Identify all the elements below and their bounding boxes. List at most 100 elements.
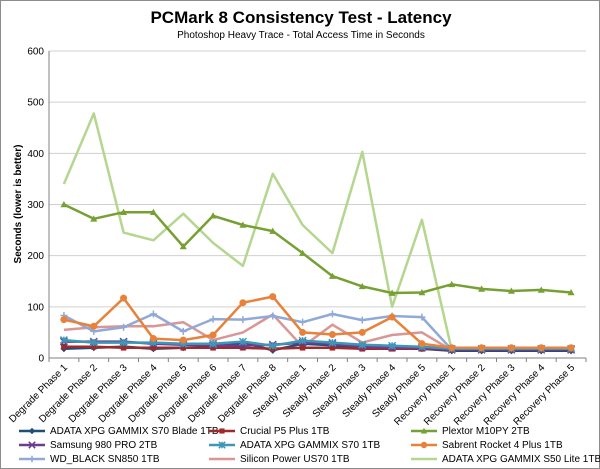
data-point xyxy=(209,339,218,348)
data-point xyxy=(358,340,367,349)
data-point xyxy=(90,322,98,330)
legend-swatch xyxy=(209,428,235,434)
data-point xyxy=(209,212,217,219)
data-point xyxy=(89,338,98,347)
data-point xyxy=(120,323,128,331)
legend-label: ADATA XPG GAMMIX S50 Lite 1TB xyxy=(442,453,600,465)
data-point xyxy=(28,441,36,449)
y-tick-label: 300 xyxy=(27,200,44,211)
data-point xyxy=(388,289,396,296)
data-point xyxy=(448,344,456,352)
data-point xyxy=(269,227,277,234)
data-point xyxy=(179,327,187,335)
legend-item: Sabrent Rocket 4 Plus 1TB xyxy=(411,439,563,451)
legend-item: ADATA XPG GAMMIX S70 1TB xyxy=(209,439,380,451)
chart-title: PCMark 8 Consistency Test - Latency xyxy=(150,8,452,27)
data-point xyxy=(537,344,545,352)
legend-item: Silicon Power US70 1TB xyxy=(209,453,350,465)
data-point xyxy=(179,336,187,344)
data-point xyxy=(358,328,366,336)
legend-item: Samsung 980 PRO 2TB xyxy=(19,439,157,451)
legend-item: ADATA XPG GAMMIX S70 Blade 1TB xyxy=(19,425,219,437)
data-point xyxy=(239,299,247,307)
data-point xyxy=(358,282,366,290)
data-point xyxy=(328,272,336,279)
data-point xyxy=(150,344,157,351)
legend-swatch xyxy=(411,441,437,449)
data-point xyxy=(179,242,187,250)
data-point xyxy=(328,338,337,347)
data-point xyxy=(478,285,486,292)
chart-subtitle: Photoshop Heavy Trace - Total Access Tim… xyxy=(177,30,425,41)
series-8 xyxy=(62,112,572,352)
legend-item: ADATA XPG GAMMIX S50 Lite 1TB xyxy=(411,453,600,465)
data-point xyxy=(28,455,36,463)
legend-swatch xyxy=(411,457,437,461)
data-point xyxy=(537,286,545,293)
legend-swatch xyxy=(209,441,235,449)
data-point xyxy=(418,289,426,296)
y-tick-labels: 0 100 200 300 400 500 600 xyxy=(27,47,44,365)
data-point xyxy=(507,344,515,352)
data-point xyxy=(328,310,336,318)
data-point xyxy=(90,343,97,350)
y-tick-label: 100 xyxy=(27,302,44,313)
data-point xyxy=(359,345,366,352)
data-point xyxy=(299,328,307,336)
legend-label: Plextor M10PY 2TB xyxy=(442,425,530,437)
data-point xyxy=(239,221,247,228)
data-point xyxy=(418,313,426,321)
data-point xyxy=(209,331,217,339)
data-point xyxy=(420,427,428,434)
axes xyxy=(48,51,587,362)
data-point xyxy=(298,336,307,345)
data-point xyxy=(299,344,306,351)
data-point xyxy=(388,313,396,321)
data-point xyxy=(60,201,68,208)
legend-label: Crucial P5 Plus 1TB xyxy=(240,425,330,437)
data-point xyxy=(328,330,336,338)
x-tick-label: Steady Phase 5 xyxy=(370,362,428,420)
gridlines xyxy=(49,50,586,308)
data-point xyxy=(567,344,575,352)
x-tick-label: Steady Phase 4 xyxy=(340,362,398,420)
y-tick-label: 200 xyxy=(27,251,44,262)
data-point xyxy=(268,341,277,350)
legend-label: Silicon Power US70 1TB xyxy=(240,453,350,465)
legend-swatch xyxy=(209,457,235,461)
data-point xyxy=(299,318,307,326)
y-tick-label: 600 xyxy=(27,47,44,58)
data-point xyxy=(120,294,128,302)
data-point xyxy=(420,441,428,449)
data-point xyxy=(149,310,157,318)
data-point xyxy=(149,208,157,215)
data-point xyxy=(448,280,456,288)
data-point xyxy=(240,344,246,351)
legend-swatch xyxy=(19,455,45,463)
data-point xyxy=(180,344,187,351)
data-point xyxy=(238,337,247,346)
legend-swatch xyxy=(19,427,45,435)
legend-swatch xyxy=(19,441,45,449)
data-point xyxy=(120,344,127,351)
data-point xyxy=(329,344,336,351)
y-tick-label: 500 xyxy=(27,98,44,109)
series-line xyxy=(63,295,572,350)
data-point xyxy=(61,343,67,350)
legend-item: Crucial P5 Plus 1TB xyxy=(209,425,329,437)
data-point xyxy=(218,441,226,449)
data-point xyxy=(507,287,515,294)
legend-label: Samsung 980 PRO 2TB xyxy=(50,439,158,451)
legend-label: ADATA XPG GAMMIX S70 1TB xyxy=(240,439,381,451)
data-point xyxy=(478,344,486,352)
data-point xyxy=(418,340,426,348)
data-point xyxy=(358,316,366,324)
legend-label: WD_BLACK SN850 1TB xyxy=(50,453,160,465)
data-point xyxy=(388,341,397,350)
legend-item: Plextor M10PY 2TB xyxy=(411,425,530,437)
y-axis-label: Seconds (lower is better) xyxy=(13,145,24,264)
data-point xyxy=(269,312,277,320)
legend-swatch xyxy=(411,427,437,434)
series-line xyxy=(62,112,572,352)
